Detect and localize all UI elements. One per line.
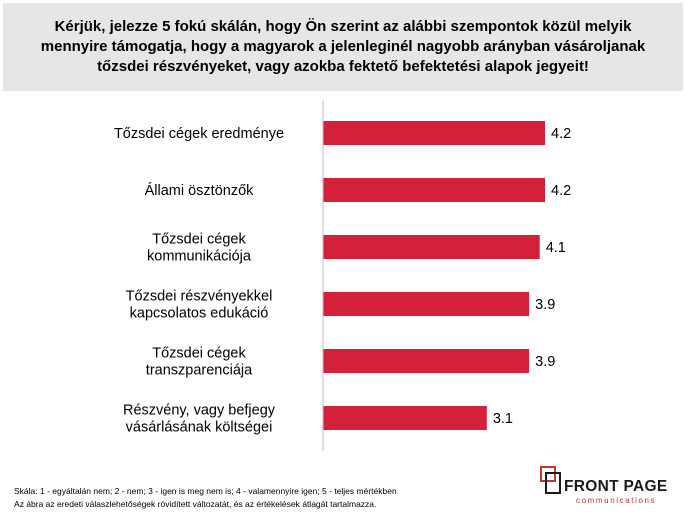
value-label: 4.2	[551, 126, 571, 142]
value-label: 3.1	[493, 411, 513, 427]
value-label: 4.1	[546, 240, 566, 256]
value-label: 3.9	[535, 297, 555, 313]
question-text: Kérjük, jelezze 5 fokú skálán, hogy Ön s…	[40, 18, 646, 75]
bar	[323, 178, 545, 202]
bar	[323, 406, 487, 430]
logo-subtitle: communications	[576, 496, 657, 505]
bar	[323, 349, 530, 373]
scale-footnote: Skála: 1 - egyáltalán nem; 2 - nem; 3 - …	[14, 486, 397, 496]
footnotes: Skála: 1 - egyáltalán nem; 2 - nem; 3 - …	[14, 485, 397, 511]
category-label: Részvény, vagy befjegy vásárlásának költs…	[123, 403, 276, 436]
value-label: 3.9	[535, 354, 555, 370]
method-footnote: Az ábra az eredeti válaszlehetőségek röv…	[14, 499, 377, 509]
front-page-logo: FRONT PAGE communications	[540, 466, 680, 510]
question-box: Kérjük, jelezze 5 fokú skálán, hogy Ön s…	[3, 3, 683, 91]
bar-chart: Tőzsdei cégek eredménye 4.2 Állami ösztönz…	[114, 100, 571, 451]
category-label: Állami ösztönzők	[145, 182, 255, 199]
category-label: Tőzsdei cégek eredménye	[114, 126, 284, 142]
category-label: Tőzsdei részvényekkel kapcsolatos edukáci…	[126, 289, 273, 322]
category-label: Tőzsdei cégek kommunikációja	[147, 232, 252, 265]
logo-mark-icon	[540, 466, 561, 494]
value-label: 4.2	[551, 183, 571, 199]
bar	[323, 235, 540, 259]
category-label: Tőzsdei cégek transzparenciája	[146, 346, 253, 379]
bar	[323, 292, 530, 316]
bar	[323, 121, 545, 145]
logo-name: FRONT PAGE	[564, 478, 668, 495]
